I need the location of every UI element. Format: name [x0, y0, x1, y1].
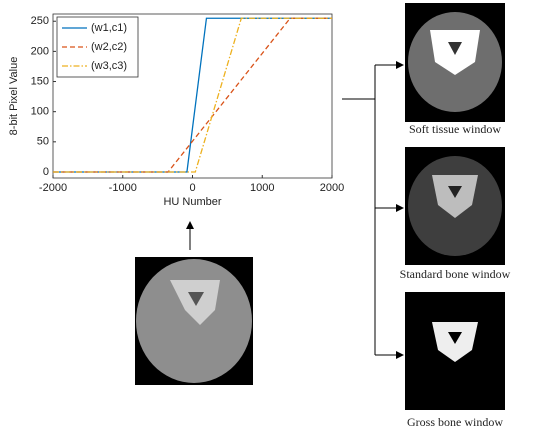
chart: -2000 -1000 0 1000 2000 0 50 100 150 200 250 HU Num…: [8, 13, 344, 208]
ct-input: [135, 257, 253, 385]
y-tick-label: 0: [43, 166, 49, 178]
ct-gross-bone: [405, 292, 505, 410]
y-tick-label: 150: [31, 75, 49, 87]
arrows: [186, 61, 404, 359]
series-line: [53, 17, 332, 173]
x-tick-label: 2000: [320, 182, 344, 194]
legend-label: (w2,c2): [91, 41, 127, 53]
x-axis-label: HU Number: [163, 196, 221, 208]
y-tick-label: 200: [31, 45, 49, 57]
legend-label: (w1,c1): [91, 22, 127, 34]
x-tick-label: -1000: [109, 182, 137, 194]
y-tick-label: 250: [31, 15, 49, 27]
caption: Standard bone window: [400, 267, 511, 281]
x-tick-label: 1000: [250, 182, 274, 194]
x-tick-label: -2000: [39, 182, 67, 194]
ct-soft-tissue: [405, 3, 505, 122]
y-axis-label: 8-bit Pixel Value: [8, 57, 20, 136]
y-tick-label: 100: [31, 106, 49, 118]
caption: Gross bone window: [407, 415, 503, 429]
y-tick-label: 50: [37, 136, 49, 148]
ct-standard-bone: [405, 147, 505, 265]
legend-label: (w3,c3): [91, 60, 127, 72]
x-tick-label: 0: [189, 182, 195, 194]
caption: Soft tissue window: [409, 122, 501, 136]
